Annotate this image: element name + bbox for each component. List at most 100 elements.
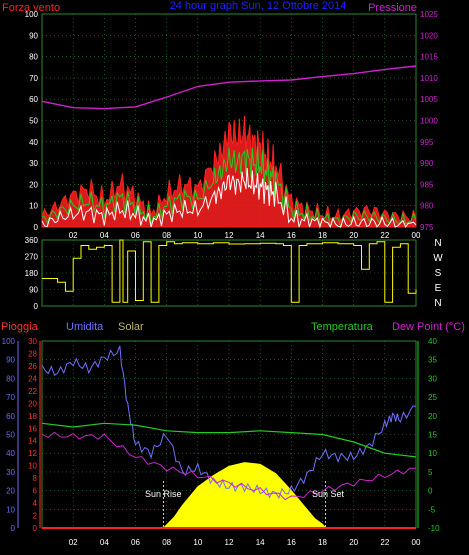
temperature-tick-label: 25 — [428, 393, 437, 402]
temperature-tick-label: 35 — [428, 356, 437, 365]
wind-tick-label: 50 — [29, 117, 38, 126]
wind-tick-label: 60 — [29, 95, 38, 104]
pressure-line — [41, 65, 417, 110]
compass-label: N — [434, 238, 441, 249]
temperature-axis-ticks: -10 -5 0 5 10 15 20 25 30 35 40 — [417, 337, 440, 533]
compass-label: S — [435, 268, 442, 279]
rain-tick-label: 8 — [33, 474, 38, 483]
label-rain: Pioggia — [1, 321, 39, 333]
humidity-tick-label: 0 — [11, 524, 16, 533]
top-series — [41, 65, 417, 229]
pressure-tick-label: 975 — [420, 223, 434, 232]
x-tick-label: 22 — [380, 231, 389, 240]
x-tick-label: 14 — [256, 231, 265, 240]
pressure-tick-label: 1015 — [420, 53, 438, 62]
rain-tick-label: 28 — [28, 349, 37, 358]
x-tick-label: 12 — [225, 538, 234, 547]
direction-tick-label: 270 — [25, 253, 39, 262]
temperature-tick-label: 5 — [428, 468, 433, 477]
wind-tick-label: 20 — [29, 180, 38, 189]
x-tick-label: 04 — [100, 231, 109, 240]
x-tick-label: 08 — [162, 231, 171, 240]
humidity-line — [41, 345, 417, 500]
rain-tick-label: 26 — [28, 362, 37, 371]
x-tick-label: 18 — [318, 231, 327, 240]
x-tick-label: 16 — [287, 231, 296, 240]
temperature-tick-label: 15 — [428, 431, 437, 440]
x-tick-label: 02 — [69, 538, 78, 547]
direction-tick-label: 90 — [29, 286, 38, 295]
x-tick-label: 16 — [287, 538, 296, 547]
compass-label: N — [434, 298, 441, 309]
humidity-tick-label: 40 — [6, 449, 15, 458]
wind-tick-label: 90 — [29, 31, 38, 40]
compass-label: E — [435, 283, 442, 294]
solar-area — [162, 462, 327, 529]
pressure-tick-label: 995 — [420, 138, 434, 147]
direction-panel-grid — [42, 239, 417, 307]
humidity-tick-label: 10 — [6, 505, 15, 514]
temperature-tick-label: 0 — [428, 487, 433, 496]
temperature-tick-label: -10 — [428, 524, 440, 533]
rain-tick-label: 22 — [28, 387, 37, 396]
rain-tick-label: 14 — [28, 437, 37, 446]
direction-axis-ticks: 0 90 180 270 360 — [25, 236, 39, 311]
humidity-tick-label: 80 — [6, 374, 15, 383]
sunrise-label: Sun Rise — [145, 489, 182, 499]
lower-series — [41, 345, 417, 529]
temperature-line — [41, 422, 417, 458]
rain-tick-label: 10 — [28, 462, 37, 471]
rain-tick-label: 2 — [33, 512, 38, 521]
pressure-tick-label: 990 — [420, 159, 434, 168]
pressure-tick-label: 985 — [420, 180, 434, 189]
x-tick-label: 04 — [100, 538, 109, 547]
wind-min-line — [41, 167, 417, 229]
dewpoint-line — [41, 431, 417, 501]
wind-tick-label: 10 — [29, 202, 38, 211]
wind-tick-label: 30 — [29, 159, 38, 168]
temperature-tick-label: 20 — [428, 412, 437, 421]
temperature-tick-label: 40 — [428, 337, 437, 346]
direction-series — [42, 239, 417, 303]
top-x-ticks: 02 04 06 08 10 12 14 16 18 20 22 00 — [69, 231, 421, 240]
wind-direction-line — [42, 239, 417, 303]
direction-tick-label: 0 — [34, 302, 39, 311]
rain-tick-label: 12 — [28, 449, 37, 458]
humidity-tick-label: 90 — [6, 356, 15, 365]
label-dewpoint: Dew Point (°C) — [392, 321, 465, 333]
x-tick-label: 20 — [349, 231, 358, 240]
label-solar: Solar — [118, 321, 144, 333]
rain-tick-label: 18 — [28, 412, 37, 421]
x-tick-label: 02 — [69, 231, 78, 240]
rain-tick-label: 0 — [33, 524, 38, 533]
lower-x-ticks: 02 04 06 08 10 12 14 16 18 20 22 00 — [69, 538, 421, 547]
header-title: 24 hour graph Sun, 12 Ottobre 2014 — [170, 0, 347, 12]
x-tick-label: 06 — [131, 231, 140, 240]
pressure-tick-label: 1010 — [420, 74, 438, 83]
x-tick-label: 06 — [131, 538, 140, 547]
header-pressure-label: Pressione — [368, 2, 417, 14]
pressure-tick-label: 980 — [420, 202, 434, 211]
pressure-tick-label: 1025 — [420, 10, 438, 19]
wind-tick-label: 100 — [25, 10, 39, 19]
rain-tick-label: 30 — [28, 337, 37, 346]
x-tick-label: 22 — [380, 538, 389, 547]
x-tick-label: 12 — [225, 231, 234, 240]
wind-tick-label: 80 — [29, 53, 38, 62]
wind-tick-label: 40 — [29, 138, 38, 147]
humidity-tick-label: 20 — [6, 487, 15, 496]
x-tick-label: 18 — [318, 538, 327, 547]
rain-tick-label: 20 — [28, 399, 37, 408]
x-tick-label: 00 — [412, 231, 421, 240]
humidity-tick-label: 70 — [6, 393, 15, 402]
wind-tick-label: 0 — [34, 223, 39, 232]
wind-axis-ticks: 0 10 20 30 40 50 60 70 80 90 100 — [25, 10, 39, 232]
humidity-tick-label: 100 — [2, 337, 16, 346]
x-tick-label: 00 — [412, 538, 421, 547]
wind-average-line — [41, 146, 417, 229]
humidity-tick-label: 60 — [6, 412, 15, 421]
x-tick-label: 14 — [256, 538, 265, 547]
